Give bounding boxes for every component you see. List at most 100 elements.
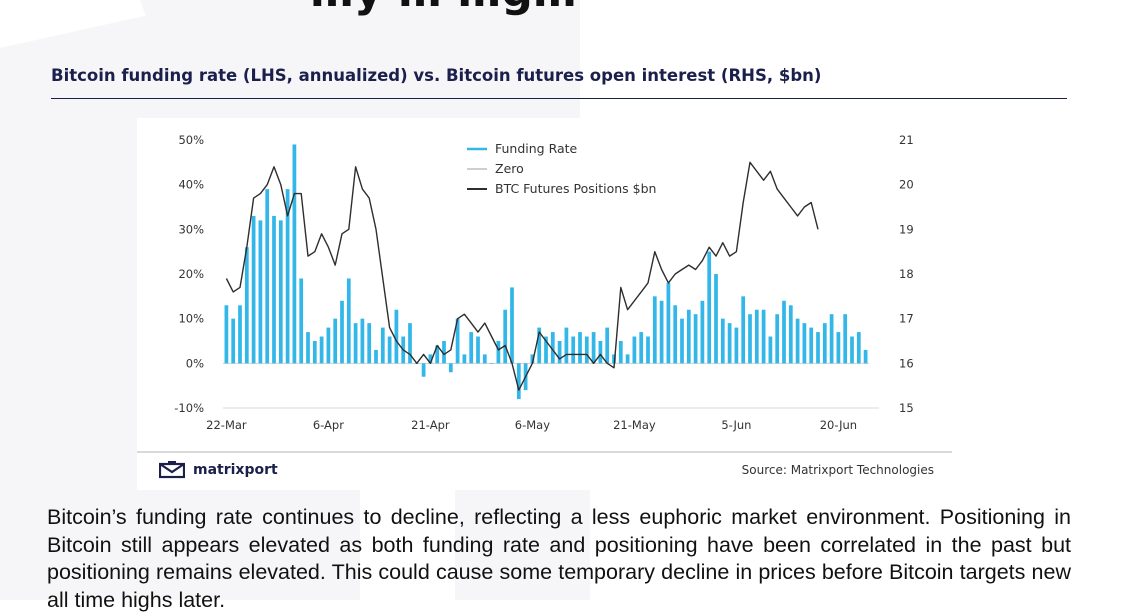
- y-left-tick-label: 20%: [178, 267, 204, 281]
- funding-rate-bar: [530, 354, 535, 364]
- y-right-tick-label: 20: [899, 178, 914, 192]
- funding-rate-bar: [652, 296, 657, 364]
- funding-rate-bar: [285, 189, 290, 364]
- chart-divider: [137, 451, 952, 453]
- funding-rate-bar: [598, 341, 603, 364]
- legend-label-funding: Funding Rate: [495, 141, 578, 156]
- btc-futures-line: [225, 161, 819, 391]
- funding-rate-bar: [469, 332, 474, 364]
- funding-rate-bar: [686, 309, 691, 364]
- funding-rate-bar: [496, 341, 501, 364]
- funding-rate-bar: [421, 363, 426, 377]
- funding-rate-bar: [680, 318, 684, 364]
- funding-rate-bar: [278, 220, 283, 364]
- funding-rate-bar: [238, 305, 242, 364]
- source-note: Source: Matrixport Technologies: [741, 463, 934, 477]
- funding-rate-bar: [435, 345, 440, 364]
- funding-rate-bar: [754, 309, 759, 364]
- funding-rate-bar: [244, 247, 249, 364]
- funding-rate-bar: [612, 354, 616, 364]
- funding-rate-bar: [618, 341, 623, 364]
- funding-rate-bar: [360, 318, 365, 364]
- funding-rate-bar: [510, 287, 514, 364]
- funding-rate-bar: [856, 332, 861, 364]
- funding-rate-bar: [666, 282, 671, 364]
- funding-rate-bar: [802, 323, 807, 364]
- funding-rate-bar: [319, 336, 324, 364]
- funding-rate-bar: [544, 336, 548, 364]
- funding-rate-bar: [850, 336, 854, 364]
- funding-rate-bar: [550, 332, 555, 364]
- x-tick-label: 6-May: [515, 418, 550, 432]
- funding-rate-bar: [428, 354, 433, 364]
- funding-rate-bar: [251, 215, 256, 364]
- x-tick-label: 5-Jun: [721, 418, 751, 432]
- brand-logo: matrixport: [159, 461, 278, 479]
- x-tick-label: 20-Jun: [820, 418, 857, 432]
- funding-rate-bar: [231, 318, 236, 364]
- funding-rate-bar: [333, 318, 338, 364]
- funding-rate-bar: [394, 309, 399, 364]
- funding-rate-chart: -10% 0% 10% 20% 30% 40% 50% 15 16 17 18 19 20 21 22-Ma…: [174, 133, 914, 432]
- y-left-tick-label: 50%: [178, 133, 204, 147]
- funding-rate-bar: [557, 341, 562, 364]
- funding-rate-bar: [374, 349, 378, 364]
- funding-rate-bar: [380, 327, 385, 364]
- body-paragraph: Bitcoin’s funding rate continues to decl…: [47, 505, 1071, 612]
- funding-rate-bar: [795, 318, 800, 364]
- y-right-tick-label: 18: [899, 267, 914, 281]
- funding-rate-bar: [584, 336, 589, 364]
- funding-rate-bar: [639, 332, 644, 364]
- funding-rate-bar: [836, 332, 841, 364]
- funding-rate-bar: [340, 300, 344, 364]
- funding-rate-bar: [809, 327, 814, 364]
- funding-rate-bar: [503, 309, 508, 364]
- funding-rate-bar: [442, 341, 446, 364]
- funding-rate-bar: [224, 305, 229, 364]
- funding-rate-bar: [448, 363, 453, 373]
- funding-rate-bar: [408, 323, 412, 364]
- x-tick-label: 6-Apr: [313, 418, 344, 432]
- funding-rate-bar: [625, 354, 630, 364]
- legend-label-btc: BTC Futures Positions $bn: [495, 181, 656, 196]
- funding-rate-bar: [741, 296, 746, 364]
- funding-rate-bar: [700, 300, 705, 364]
- funding-rate-bar: [816, 332, 820, 364]
- funding-rate-bar: [748, 314, 752, 364]
- funding-rate-bar: [591, 332, 596, 364]
- funding-rate-bar: [306, 332, 310, 364]
- funding-rate-bar: [367, 323, 372, 364]
- funding-rate-bar: [693, 314, 698, 364]
- background-shape: [140, 0, 580, 120]
- chart-title: Bitcoin funding rate (LHS, annualized) v…: [51, 66, 822, 85]
- legend-label-zero: Zero: [495, 161, 524, 176]
- funding-rate-bar: [462, 354, 467, 364]
- funding-rate-bar: [353, 323, 358, 364]
- brand-name: matrixport: [193, 462, 278, 478]
- funding-rate-bar: [822, 323, 827, 364]
- funding-rate-bar: [863, 349, 868, 364]
- funding-rate-bar: [761, 309, 766, 364]
- funding-rate-bar: [673, 305, 678, 364]
- funding-rate-bar: [605, 327, 610, 364]
- funding-rate-bar: [346, 278, 351, 364]
- funding-rate-bar: [489, 363, 494, 364]
- funding-rate-bar: [272, 215, 276, 364]
- funding-rate-bar: [829, 314, 834, 364]
- funding-rate-bar: [734, 327, 739, 364]
- funding-rate-bar: [659, 300, 664, 364]
- y-left-tick-label: -10%: [174, 401, 204, 415]
- funding-rate-bar: [646, 336, 650, 364]
- funding-rate-bar: [782, 300, 786, 364]
- funding-rate-bar: [632, 336, 637, 364]
- background-shape: [455, 488, 590, 600]
- y-left-tick-label: 10%: [178, 312, 204, 326]
- funding-rate-bar: [564, 327, 569, 364]
- funding-rate-bar: [292, 144, 297, 364]
- matrixport-logo-icon: [159, 461, 185, 479]
- funding-rate-bar: [720, 318, 725, 364]
- funding-rate-bar: [768, 336, 773, 364]
- funding-rate-bar: [258, 220, 263, 364]
- y-left-tick-label: 0%: [186, 356, 204, 370]
- y-right-tick-label: 21: [899, 133, 914, 147]
